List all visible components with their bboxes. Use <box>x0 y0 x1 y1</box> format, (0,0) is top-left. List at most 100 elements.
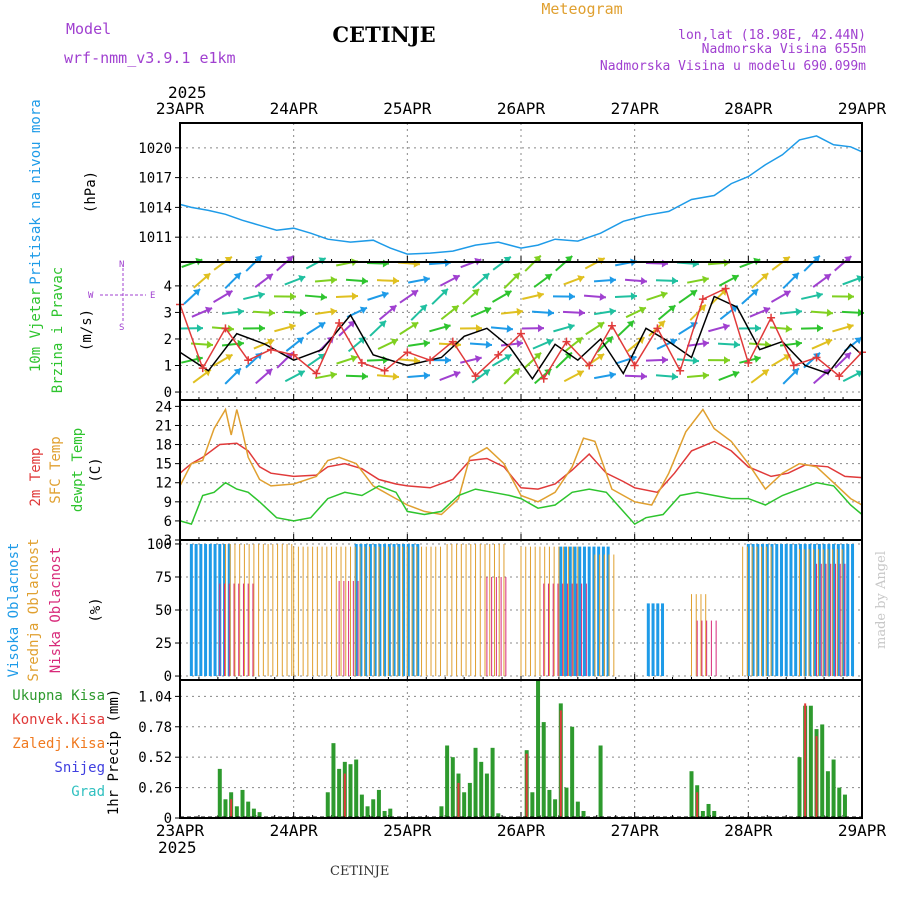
precip-legend-item: Konvek.Kisa <box>12 712 105 728</box>
cloud-bar-high <box>204 543 208 677</box>
precip-bar-total <box>842 794 847 818</box>
cloud-bar-high <box>746 543 750 677</box>
wind-arrow <box>801 291 823 300</box>
wind-arrow <box>738 324 762 333</box>
wind-arrow <box>306 353 326 368</box>
wind-arrow <box>367 291 389 301</box>
precip-legend-item: Snijeg <box>54 760 105 776</box>
wind-arrow <box>347 336 367 353</box>
wind-arrow <box>583 292 607 301</box>
wind-arrow <box>431 288 449 305</box>
y-tick-label: 0 <box>164 811 172 827</box>
cloud-bar-high <box>765 543 769 677</box>
cloud-bar-high <box>368 543 372 677</box>
wind-arrow-head <box>504 290 512 298</box>
wind-arrow <box>524 254 542 272</box>
cloud-bar-high <box>573 546 577 677</box>
wind-arrow-head <box>288 323 296 331</box>
cloud-bar-high <box>784 543 788 677</box>
wind-arrow <box>779 307 803 316</box>
wind-arrow <box>749 306 771 318</box>
wind-arrow <box>812 273 832 288</box>
wind-arrow-head <box>537 324 544 333</box>
cloud-bar-high <box>651 603 655 677</box>
gust-marker <box>653 324 662 333</box>
wind-arrow-head <box>661 259 668 268</box>
y-tick-label: 12 <box>155 476 172 492</box>
wind-arrow-head <box>671 372 678 381</box>
cloud-bar-high <box>402 543 406 677</box>
wind-arrow-head <box>578 308 585 317</box>
precip-bar-total <box>831 759 836 818</box>
panel-temp: 3 6 9 12 15 18 21 24 <box>155 399 863 549</box>
panel-pressure: 1011 1014 1017 1020 <box>138 122 863 263</box>
cloud-bar-high <box>841 543 845 677</box>
wind-arrow-head <box>660 291 668 299</box>
wind-arrow-head <box>855 370 863 378</box>
wind-arrow <box>810 308 834 317</box>
wind-arrow-head <box>702 371 709 380</box>
footer-station: CETINJE <box>330 864 389 879</box>
wind-arrow <box>285 336 305 352</box>
wind-arrow-head <box>359 306 367 314</box>
wind-arrow-head <box>227 324 234 333</box>
y-tick-label: 1014 <box>138 200 172 216</box>
wind-arrow-head <box>795 339 802 348</box>
day-label-top: 25APR <box>383 99 432 118</box>
wind-arrow <box>181 257 203 269</box>
wind-arrow <box>440 304 460 321</box>
gust-marker <box>426 356 435 365</box>
wind-arrow <box>284 275 306 286</box>
wind-arrow <box>397 259 421 268</box>
wind-arrow <box>585 321 605 336</box>
gust-marker <box>585 361 594 370</box>
wind-arrow <box>399 289 419 304</box>
precip-bar-total <box>536 680 541 818</box>
cloud-bar-high <box>416 543 420 677</box>
wind-arrow-head <box>233 368 241 376</box>
precip-legend-item: Zaledj.Kisa <box>12 736 105 752</box>
wind-arrow <box>555 255 573 272</box>
y-tick-label: 0 <box>164 669 172 685</box>
cloud-bar-high <box>397 543 401 677</box>
cloud-bar-high <box>392 543 396 677</box>
wind-arrow <box>397 356 421 365</box>
wind-arrow <box>657 304 677 321</box>
wind-arrow-head <box>254 255 262 263</box>
cloud-bar-high <box>606 546 610 677</box>
gust-marker <box>539 374 548 383</box>
panel-frame <box>179 122 863 263</box>
cloud-bar-high <box>354 543 358 677</box>
cloud-bar-high <box>813 543 817 677</box>
wind-arrow-head <box>795 307 802 316</box>
wind-arrow-head <box>857 308 864 317</box>
wind-arrow <box>245 254 263 272</box>
wind-arrow <box>739 257 761 269</box>
wind-arrow <box>192 368 212 384</box>
wind-arrow-head <box>815 291 823 300</box>
wind-arrow <box>283 308 307 317</box>
wind-arrow-head <box>361 372 368 381</box>
panel-wind: 0 1 2 3 4 W E N S <box>88 254 866 401</box>
series-sfc <box>179 407 863 516</box>
wind-arrow <box>492 255 512 271</box>
gust-marker <box>721 284 730 293</box>
wind-arrow <box>676 259 700 268</box>
wind-arrow <box>718 370 740 382</box>
wind-arrow-head <box>320 292 327 301</box>
wind-arrow-head <box>203 273 211 281</box>
day-label-top: 29APR <box>838 99 887 118</box>
compass-north: N <box>119 260 124 270</box>
wind-arrow-head <box>733 340 740 349</box>
cloud-bar-high <box>213 543 217 677</box>
precip-bar-total <box>564 787 569 818</box>
wind-arrow-head <box>637 337 645 345</box>
ylabel-dewpt: dewpt Temp <box>70 428 86 512</box>
cloud-bar-high <box>601 546 605 677</box>
wind-arrow-head <box>318 322 326 330</box>
wind-arrow <box>655 372 679 381</box>
wind-arrow-head <box>761 273 769 281</box>
wind-arrow <box>707 258 731 267</box>
precip-bar-total <box>689 771 694 818</box>
wind-arrow-head <box>485 340 492 349</box>
